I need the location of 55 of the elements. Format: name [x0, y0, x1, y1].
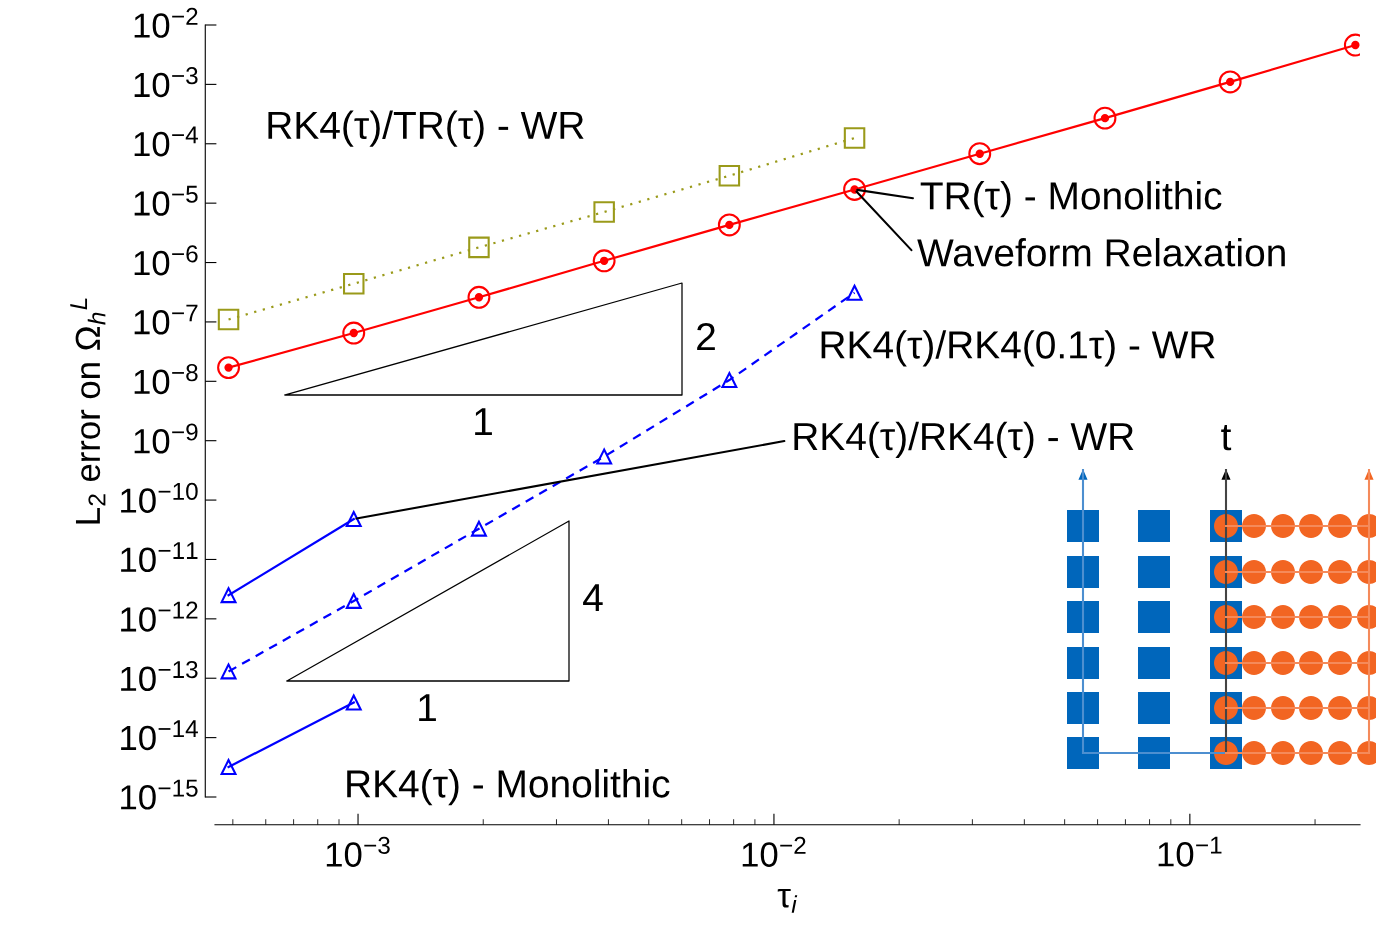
annotation: RK4(τ)/TR(τ) - WR: [268, 110, 584, 147]
point: [342, 272, 365, 295]
annotation: t: [1221, 424, 1232, 451]
point: [220, 759, 237, 775]
annotation: 1: [419, 694, 436, 722]
y-tick-label: 10$^{−11}$: [121, 542, 198, 573]
annotation: 2: [697, 322, 715, 351]
point: [345, 592, 362, 609]
annotation: RK4(τ)/RK4(0.1τ) - WR: [821, 330, 1215, 367]
point: [217, 308, 240, 331]
point: [593, 201, 615, 223]
y-tick-label: 10$^{−8}$: [134, 364, 198, 395]
point: [220, 587, 237, 604]
point: [596, 448, 613, 465]
annotation: 4: [583, 584, 603, 612]
point: [592, 249, 616, 273]
annotation: RK4(τ)/RK4(τ) - WR: [794, 421, 1134, 458]
point: [717, 213, 741, 237]
y-tick-label: 10$^{−15}$: [121, 779, 198, 810]
point: [220, 663, 237, 680]
y-tick-label: 10$^{−4}$: [134, 126, 198, 157]
y-tick-label: 10$^{−3}$: [134, 67, 198, 98]
point: [468, 236, 490, 259]
x-axis-title: τ$_{i}$: [777, 888, 798, 913]
y-tick-label: 10$^{−7}$: [134, 304, 198, 335]
point: [843, 178, 867, 201]
point: [718, 164, 741, 187]
point: [217, 356, 240, 380]
point: [721, 372, 738, 389]
point: [968, 142, 992, 166]
y-tick-label: 10$^{−9}$: [134, 423, 198, 454]
annotation: 1: [475, 408, 492, 436]
y-tick-label: 10$^{−14}$: [121, 720, 198, 751]
x-tick-label: 10$^{−3}$: [326, 836, 390, 867]
point: [1093, 106, 1117, 130]
annotation: RK4(τ) - Monolithic: [347, 769, 670, 806]
x-tick-label: 10$^{−2}$: [742, 836, 806, 867]
point: [843, 127, 866, 149]
y-tick-label: 10$^{−6}$: [134, 245, 198, 276]
y-tick-label: 10$^{−2}$: [134, 7, 198, 38]
point: [342, 321, 366, 345]
annotation: Waveform Relaxation: [917, 238, 1285, 267]
point: [345, 694, 362, 711]
point: [345, 511, 362, 527]
y-tick-label: 10$^{−5}$: [134, 185, 198, 216]
y-axis-title: L$_{2}$ error on Ω$_{h}$$^{L}$: [70, 298, 106, 524]
y-tick-label: 10$^{−12}$: [121, 601, 198, 632]
point: [1218, 70, 1242, 94]
point: [467, 285, 491, 309]
point: [470, 520, 487, 537]
point: [846, 284, 863, 301]
annotation: TR(τ) - Monolithic: [920, 181, 1222, 218]
y-tick-label: 10$^{−13}$: [121, 660, 198, 692]
y-tick-label: 10$^{−10}$: [121, 482, 198, 513]
x-tick-label: 10$^{−1}$: [1158, 836, 1222, 867]
